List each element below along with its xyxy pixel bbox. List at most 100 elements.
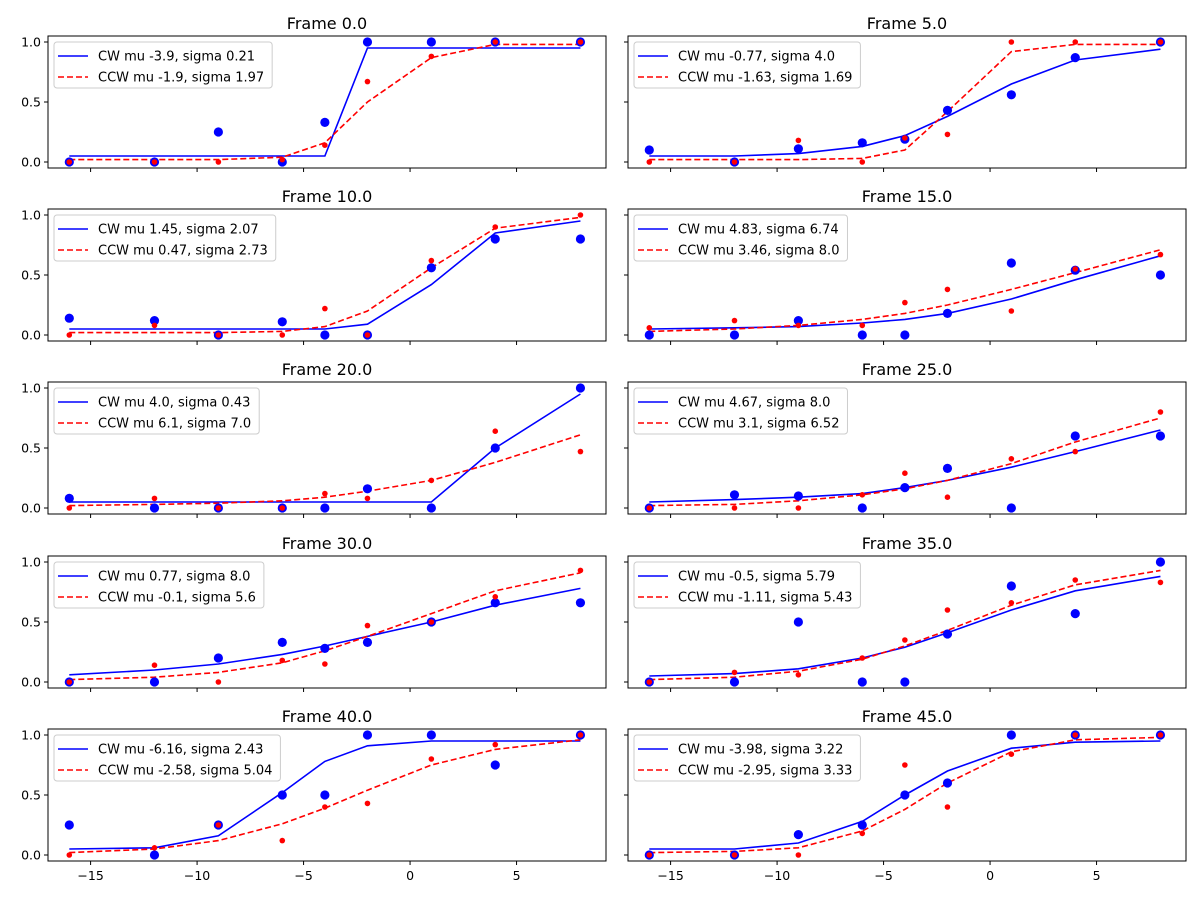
subplot-title: Frame 0.0: [287, 14, 367, 33]
cw-point: [1155, 557, 1166, 567]
ccw-point: [364, 622, 371, 629]
cw-point: [857, 330, 867, 340]
subplot-title: Frame 30.0: [282, 534, 373, 553]
legend: CW mu -3.9, sigma 0.21 CCW mu -1.9, sigma…: [53, 41, 273, 89]
cw-point: [900, 677, 910, 687]
subplot-frame-450: Frame 45.0 −15 −10 −5 0 5 CW mu -3.98, sigma 3…: [624, 707, 1187, 883]
ccw-fit-line: [649, 736, 1161, 854]
ccw-point: [1008, 751, 1015, 757]
cw-point: [857, 503, 867, 513]
ccw-point: [731, 852, 738, 858]
plot-marks: [644, 249, 1166, 340]
subplot-frame-150: Frame 15.0 CW mu 4.83, sigma 6.74 CCW mu 3…: [624, 187, 1187, 345]
ccw-point: [902, 470, 908, 477]
legend-ccw-label: CCW mu -1.9, sigma 1.97: [98, 71, 264, 86]
subplot-title: Frame 10.0: [282, 187, 373, 206]
ccw-point: [322, 804, 328, 810]
ccw-point: [577, 448, 584, 455]
legend: CW mu -0.5, sigma 5.79 CCW mu -1.11, sigm…: [633, 561, 861, 609]
ccw-fit-line: [649, 569, 1161, 681]
ccw-point: [151, 845, 158, 851]
ccw-point: [66, 505, 73, 511]
ccw-point: [1008, 456, 1015, 462]
subplot-title: Frame 5.0: [867, 14, 947, 33]
ccw-point: [944, 131, 951, 138]
legend-box: [53, 734, 281, 782]
ccw-point: [795, 672, 802, 678]
legend-cw-label: CW mu -0.77, sigma 4.0: [678, 50, 835, 65]
x-tick-label: 0: [406, 868, 414, 883]
y-tick-label: 0.0: [21, 675, 41, 690]
cw-point: [793, 316, 803, 326]
ccw-point: [322, 142, 328, 148]
ccw-fit-line: [69, 216, 581, 334]
subplot-frame-300: Frame 30.0 0.0 0.5 1.0 CW mu 0.77, sigma 8.0…: [21, 534, 607, 692]
ccw-point: [1072, 266, 1079, 272]
ccw-point: [66, 679, 73, 685]
ccw-point: [322, 661, 328, 667]
ccw-point: [364, 78, 371, 85]
ccw-fit-line: [69, 572, 581, 681]
cw-point: [362, 484, 373, 494]
plot-marks: [64, 383, 586, 513]
ccw-point: [215, 332, 222, 338]
legend-ccw-label: CCW mu 0.47, sigma 2.73: [98, 244, 268, 259]
ccw-point: [795, 505, 802, 511]
subplot-title: Frame 45.0: [862, 707, 953, 726]
cw-point: [1006, 581, 1016, 591]
ccw-point: [731, 159, 738, 165]
ccw-point: [944, 607, 951, 613]
legend-box: [633, 214, 848, 262]
legend-cw-label: CW mu -3.9, sigma 0.21: [98, 50, 255, 65]
y-tick-label: 0.5: [21, 788, 41, 803]
cw-fit-line: [69, 220, 581, 330]
legend-box: [633, 41, 861, 89]
cw-point: [64, 820, 74, 830]
x-tick-label: 5: [513, 868, 521, 883]
legend: CW mu 1.45, sigma 2.07 CCW mu 0.47, sigma…: [53, 214, 277, 262]
ccw-point: [1072, 39, 1079, 45]
cw-point: [426, 263, 436, 273]
y-tick-label: 0.0: [21, 155, 41, 170]
cw-point: [942, 308, 953, 318]
plot-marks: [64, 37, 586, 167]
legend: CW mu 0.77, sigma 8.0 CCW mu -0.1, sigma …: [53, 561, 265, 609]
subplot-frame-400: Frame 40.0 0.0 0.5 1.0 −15 −10 −5 0 5 CW mu -6.16…: [21, 707, 607, 883]
ccw-point: [1008, 39, 1015, 45]
cw-point: [729, 490, 740, 500]
ccw-point: [492, 428, 499, 435]
cw-point: [64, 313, 74, 323]
legend: CW mu -3.98, sigma 3.22 CCW mu -2.95, sig…: [633, 734, 861, 782]
legend: CW mu -0.77, sigma 4.0 CCW mu -1.63, sigm…: [633, 41, 861, 89]
plot-marks: [644, 730, 1166, 860]
subplot-frame-00: Frame 0.0 0.0 0.5 1.0 CW mu -3.9, sigma 0.21…: [21, 14, 607, 172]
cw-point: [1006, 258, 1016, 268]
subplot-title: Frame 25.0: [862, 360, 953, 379]
cw-fit-line: [69, 393, 581, 503]
ccw-point: [795, 322, 802, 329]
cw-point: [277, 637, 287, 648]
cw-point: [149, 677, 160, 687]
cw-point: [64, 493, 74, 503]
y-tick-label: 1.0: [21, 555, 41, 570]
ccw-point: [279, 332, 286, 338]
cw-point: [213, 653, 223, 663]
subplot-title: Frame 40.0: [282, 707, 373, 726]
subplot-frame-50: Frame 5.0 CW mu -0.77, sigma 4.0 CCW mu -1…: [624, 14, 1187, 172]
legend-box: [53, 561, 265, 609]
cw-point: [793, 144, 803, 154]
ccw-point: [1157, 39, 1164, 45]
legend-ccw-label: CCW mu 3.46, sigma 8.0: [678, 244, 839, 259]
ccw-point: [364, 332, 371, 338]
legend-box: [633, 561, 861, 609]
y-tick-label: 0.5: [21, 441, 41, 456]
cw-point: [793, 617, 803, 627]
legend: CW mu 4.83, sigma 6.74 CCW mu 3.46, sigma…: [633, 214, 848, 262]
ccw-point: [215, 159, 222, 165]
ccw-point: [492, 741, 499, 748]
cw-point: [900, 330, 910, 340]
ccw-fit-line: [649, 249, 1161, 333]
y-tick-label: 1.0: [21, 208, 41, 223]
legend-cw-label: CW mu 0.77, sigma 8.0: [98, 570, 250, 585]
ccw-point: [279, 837, 286, 844]
